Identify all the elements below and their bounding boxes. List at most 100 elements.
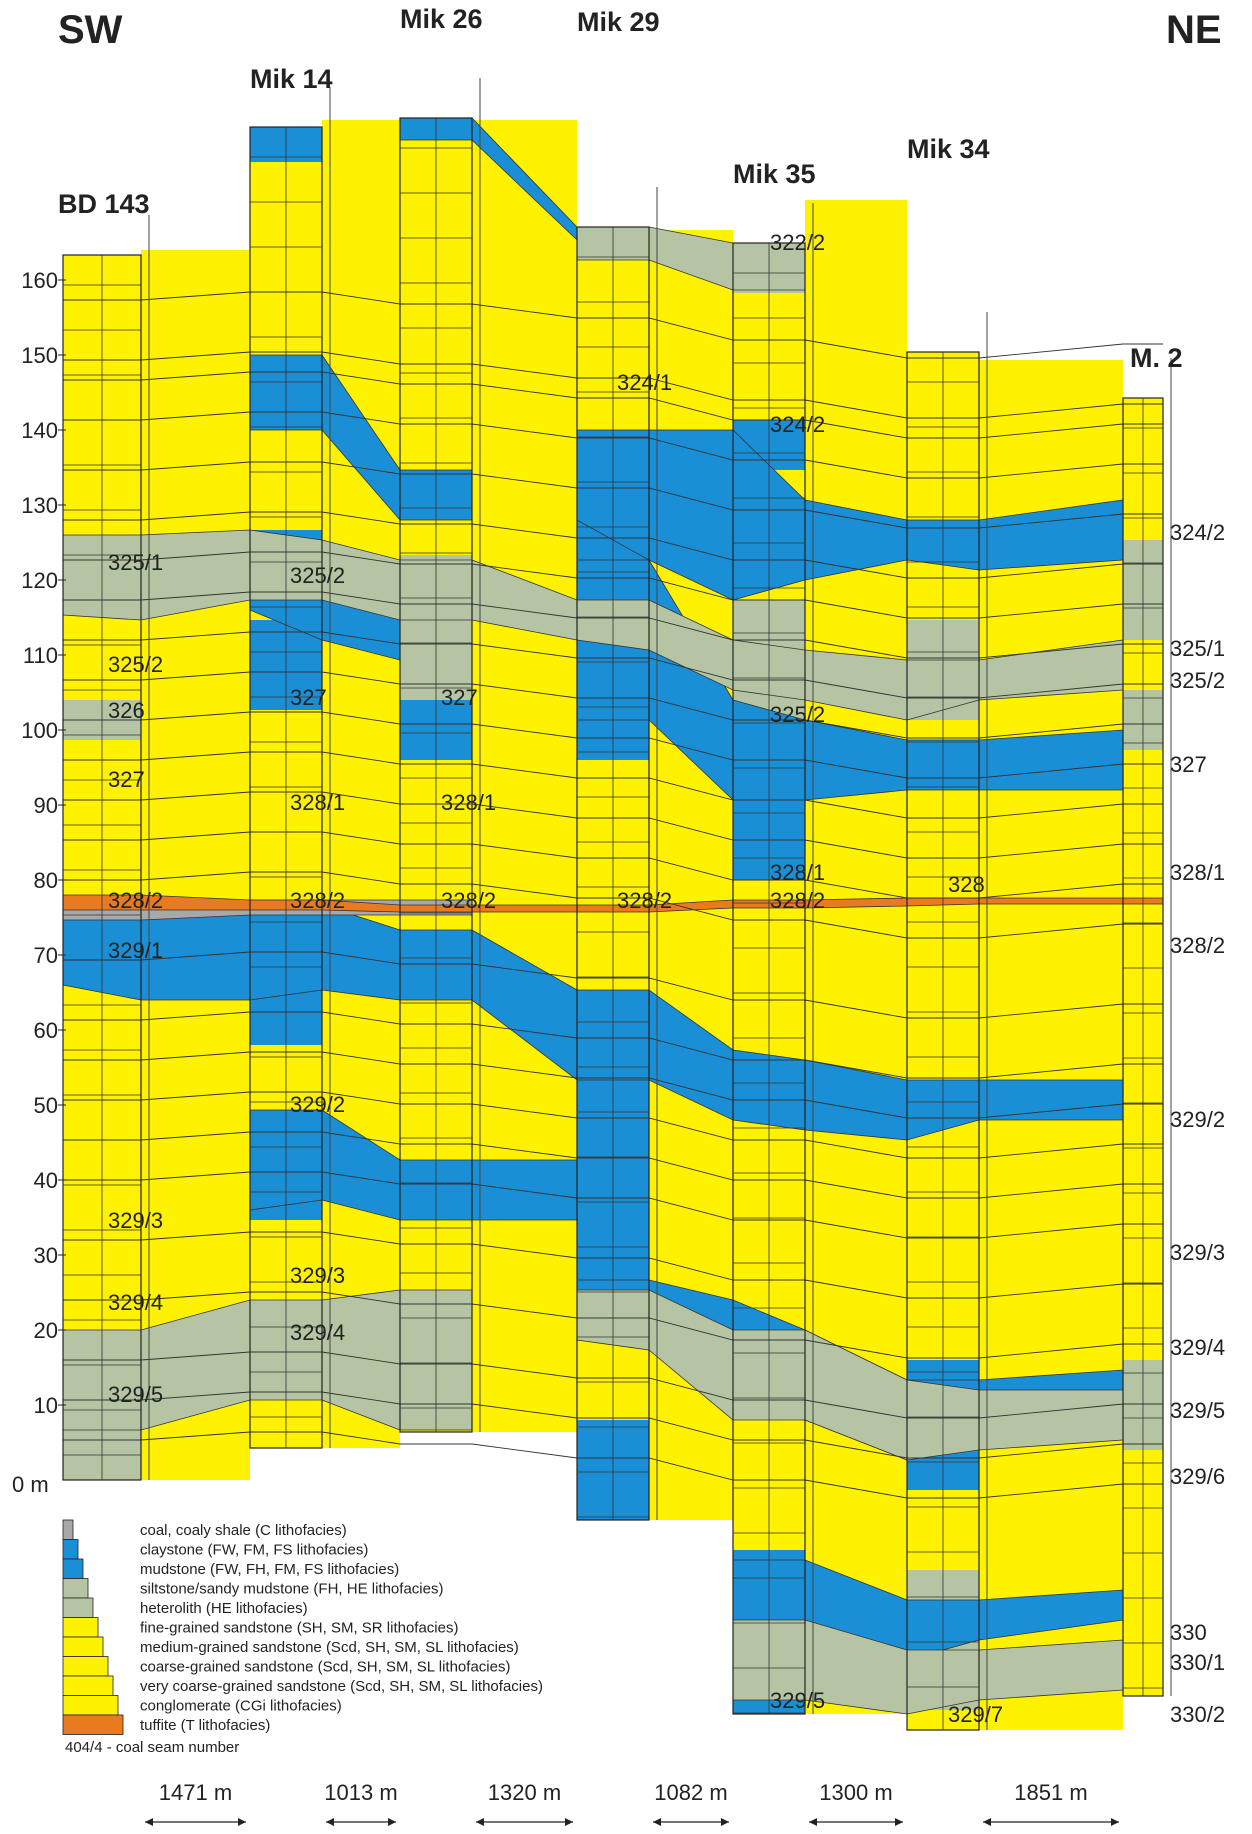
seam-label: 325/2 xyxy=(108,652,163,677)
depth-tick-label: 90 xyxy=(34,793,58,818)
well-title-mik34: Mik 34 xyxy=(907,134,990,164)
legend-swatch xyxy=(62,1695,119,1716)
seam-label: 324/2 xyxy=(1170,520,1225,545)
arrow-head-right xyxy=(238,1818,246,1826)
legend-label: medium-grained sandstone (Scd, SH, SM, S… xyxy=(140,1639,519,1656)
seam-label: 329/7 xyxy=(948,1702,1003,1727)
arrow-head-left xyxy=(145,1818,153,1826)
seam-label: 329/3 xyxy=(108,1208,163,1233)
seam-label: 330/1 xyxy=(1170,1650,1225,1675)
arrow-head-left xyxy=(476,1818,484,1826)
arrow-head-left xyxy=(653,1818,661,1826)
arrow-head-right xyxy=(721,1818,729,1826)
depth-tick-label: 40 xyxy=(34,1168,58,1193)
arrow-head-left xyxy=(809,1818,817,1826)
arrow-head-left xyxy=(983,1818,991,1826)
well-title-mik35: Mik 35 xyxy=(733,159,816,189)
seam-label: 329/2 xyxy=(290,1092,345,1117)
legend-swatch xyxy=(62,1578,89,1599)
distance-label: 1013 m xyxy=(324,1780,397,1805)
depth-axis: 0 m 10 20 30 40 50 60 70 80 90 100 110 120 130 140 150 1… xyxy=(12,268,66,1497)
seam-label: 329/3 xyxy=(290,1263,345,1288)
seam-label: 325/1 xyxy=(1170,636,1225,661)
legend-label: coal, coaly shale (C lithofacies) xyxy=(140,1522,347,1539)
seam-label: 328/1 xyxy=(770,860,825,885)
depth-tick-label: 100 xyxy=(21,718,58,743)
seam-labels: 325/1 325/2 326 327 328/2 329/1 329/3 329/4 329/… xyxy=(108,230,1225,1727)
lithology-block xyxy=(141,250,250,1480)
seam-label: 327 xyxy=(441,685,478,710)
seam-label: 328/2 xyxy=(770,888,825,913)
depth-tick-label: 140 xyxy=(21,418,58,443)
distance-bar: 1471 m 1013 m 1320 m 1082 m 1300 m 1851 m xyxy=(145,1780,1119,1826)
seam-label: 324/1 xyxy=(617,370,672,395)
legend-label: heterolith (HE lithofacies) xyxy=(140,1600,308,1617)
arrow-head-right xyxy=(565,1818,573,1826)
depth-zero-label: 0 m xyxy=(12,1472,49,1497)
direction-sw: SW xyxy=(58,8,123,52)
seam-label: 327 xyxy=(1170,752,1207,777)
legend-swatch xyxy=(62,1714,124,1735)
distance-label: 1851 m xyxy=(1014,1780,1087,1805)
seam-label: 329/2 xyxy=(1170,1107,1225,1132)
legend-label: siltstone/sandy mudstone (FH, HE lithofa… xyxy=(140,1581,443,1598)
lithology-block xyxy=(805,200,907,1714)
seam-label: 329/5 xyxy=(1170,1398,1225,1423)
well-columns xyxy=(62,78,1172,1731)
seam-label: 329/4 xyxy=(1170,1335,1225,1360)
legend-swatch xyxy=(62,1539,79,1560)
legend-swatch xyxy=(62,1675,114,1696)
seam-label: 325/2 xyxy=(290,563,345,588)
arrow-head-right xyxy=(1111,1818,1119,1826)
distance-label: 1300 m xyxy=(819,1780,892,1805)
seam-label: 325/2 xyxy=(770,702,825,727)
seam-label: 328/1 xyxy=(1170,860,1225,885)
seam-label: 325/2 xyxy=(1170,668,1225,693)
seam-label: 327 xyxy=(290,685,327,710)
seam-label: 328/2 xyxy=(290,888,345,913)
distance-label: 1320 m xyxy=(488,1780,561,1805)
well-title-mik29: Mik 29 xyxy=(577,7,660,37)
well-title-mik26: Mik 26 xyxy=(400,4,483,34)
seam-label: 329/5 xyxy=(108,1382,163,1407)
seam-label: 329/3 xyxy=(1170,1240,1225,1265)
legend-label: very coarse-grained sandstone (Scd, SH, … xyxy=(140,1678,543,1695)
depth-tick-label: 30 xyxy=(34,1243,58,1268)
depth-tick-label: 80 xyxy=(34,868,58,893)
legend-swatch xyxy=(62,1597,94,1618)
distance-label: 1082 m xyxy=(654,1780,727,1805)
depth-tick-label: 70 xyxy=(34,943,58,968)
seam-label: 328/2 xyxy=(441,888,496,913)
depth-tick-label: 110 xyxy=(23,643,58,668)
seam-label: 325/1 xyxy=(108,550,163,575)
seam-label: 324/2 xyxy=(770,412,825,437)
well-title-mik14: Mik 14 xyxy=(250,64,333,94)
depth-tick-label: 60 xyxy=(34,1018,58,1043)
direction-ne: NE xyxy=(1166,8,1222,52)
legend-label: tuffite (T lithofacies) xyxy=(140,1717,270,1734)
depth-tick-label: 160 xyxy=(21,268,58,293)
legend-swatch xyxy=(62,1636,104,1657)
seam-label: 329/4 xyxy=(108,1290,163,1315)
seam-label: 327 xyxy=(108,767,145,792)
arrow-head-left xyxy=(326,1818,334,1826)
arrow-head-right xyxy=(895,1818,903,1826)
seam-label: 330 xyxy=(1170,1620,1207,1645)
seam-label: 326 xyxy=(108,698,145,723)
seam-label: 328/2 xyxy=(617,888,672,913)
legend: coal, coaly shale (C lithofacies) claysto… xyxy=(62,1519,543,1756)
well-titles: BD 143 Mik 14 Mik 26 Mik 29 Mik 35 Mik 34 M. 2… xyxy=(58,4,1222,373)
depth-tick-label: 20 xyxy=(34,1318,58,1343)
legend-label: conglomerate (CGi lithofacies) xyxy=(140,1698,342,1715)
legend-swatch xyxy=(62,1656,109,1677)
legend-label: mudstone (FW, FH, FM, FS lithofacies) xyxy=(140,1561,399,1578)
legend-swatch xyxy=(62,1519,74,1540)
legend-label: fine-grained sandstone (SH, SM, SR litho… xyxy=(140,1620,458,1637)
seam-label: 328/1 xyxy=(441,790,496,815)
seam-label: 329/1 xyxy=(108,938,163,963)
depth-tick-label: 10 xyxy=(34,1393,58,1418)
seam-label: 328 xyxy=(948,872,985,897)
seam-label: 328/2 xyxy=(1170,933,1225,958)
seam-label: 328/1 xyxy=(290,790,345,815)
